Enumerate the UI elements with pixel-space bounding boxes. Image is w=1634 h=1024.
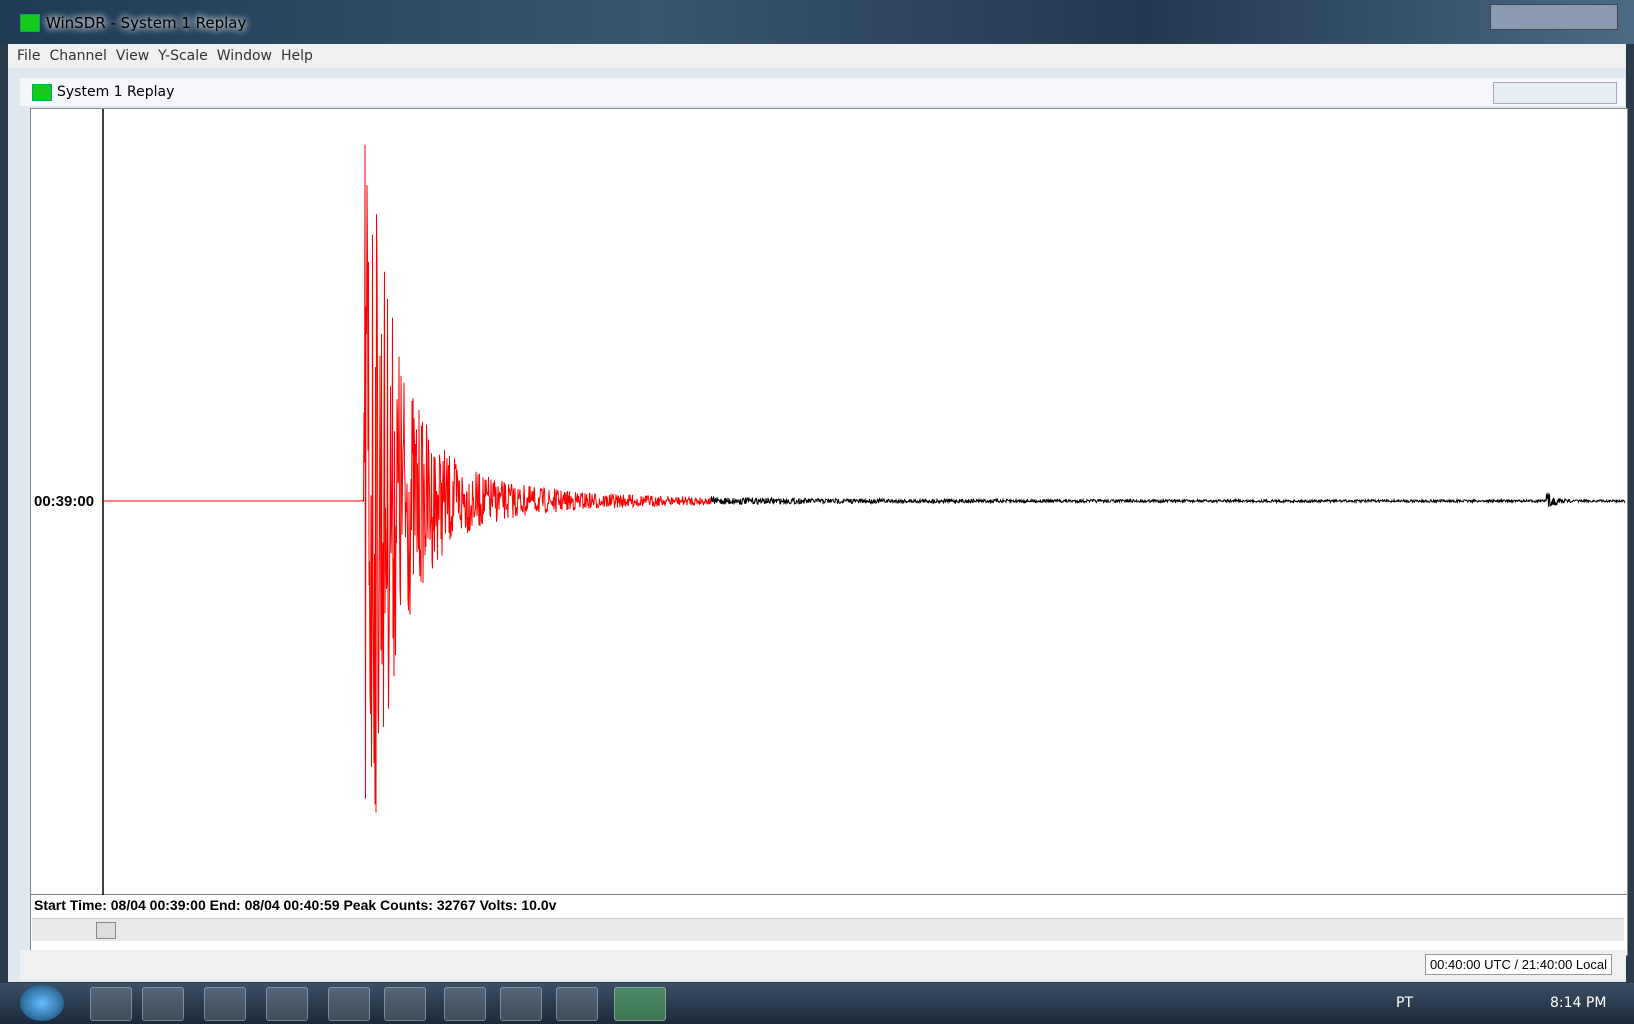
taskbar-app[interactable]: [556, 987, 598, 1021]
child-title: System 1 Replay: [57, 84, 175, 100]
taskbar-app[interactable]: [444, 987, 486, 1021]
menu-item[interactable]: View: [115, 48, 150, 64]
child-icon: [32, 84, 52, 101]
clock[interactable]: 8:14 PM: [1550, 995, 1607, 1011]
status-bar: 00:40:00 UTC / 21:40:00 Local: [20, 950, 1626, 980]
start-button[interactable]: [20, 985, 64, 1021]
menu-item[interactable]: Y-Scale: [158, 48, 208, 64]
waveform: [103, 144, 712, 813]
taskbar-app[interactable]: [384, 987, 426, 1021]
menu-bar: File Channel View Y-Scale Window Help: [8, 44, 1626, 68]
scroll-thumb[interactable]: [96, 922, 116, 939]
taskbar-app[interactable]: [266, 987, 308, 1021]
scrollbar[interactable]: [32, 918, 1624, 941]
taskbar-app[interactable]: [500, 987, 542, 1021]
window-controls[interactable]: [1490, 4, 1618, 30]
language[interactable]: PT: [1396, 995, 1413, 1011]
waveform: [710, 492, 1626, 507]
taskbar-app[interactable]: [328, 987, 370, 1021]
taskbar-app-active[interactable]: [614, 987, 666, 1021]
child-title-bar: System 1 Replay: [20, 78, 1625, 106]
menu-item[interactable]: Window: [216, 48, 272, 64]
title-bar: WinSDR - System 1 Replay: [0, 0, 1634, 44]
trace-label: 00:39:00: [34, 493, 94, 510]
menu-item[interactable]: File: [17, 48, 41, 64]
trace-area: 00:39:00: [30, 108, 1628, 956]
taskbar: PT 8:14 PM: [0, 983, 1634, 1024]
seismogram: 00:39:00: [31, 109, 1627, 895]
child-controls[interactable]: [1493, 82, 1617, 104]
taskbar-app[interactable]: [142, 987, 184, 1021]
app-icon: [20, 14, 40, 32]
menu-item[interactable]: Channel: [49, 48, 107, 64]
taskbar-app[interactable]: [204, 987, 246, 1021]
info-line: Start Time: 08/04 00:39:00 End: 08/04 00…: [34, 897, 557, 913]
taskbar-app[interactable]: [90, 987, 132, 1021]
status-time: 00:40:00 UTC / 21:40:00 Local: [1424, 954, 1612, 975]
window-title: WinSDR - System 1 Replay: [46, 14, 247, 32]
menu-item[interactable]: Help: [280, 48, 313, 64]
